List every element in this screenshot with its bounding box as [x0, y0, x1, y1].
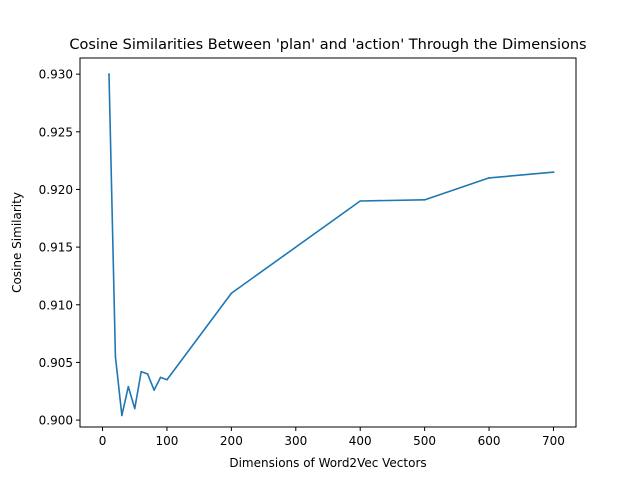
- data-point: [159, 376, 162, 379]
- data-point: [114, 355, 117, 358]
- x-axis-label: Dimensions of Word2Vec Vectors: [229, 456, 426, 470]
- data-point: [423, 199, 426, 201]
- data-point: [166, 378, 168, 381]
- data-point: [108, 73, 110, 75]
- y-tick-label: 0.905: [39, 356, 73, 370]
- y-axis-ticks: 0.900 0.905 0.910 0.915 0.920 0.925 0.930: [39, 68, 80, 428]
- y-tick-label: 0.925: [39, 125, 73, 139]
- plot-area: [108, 73, 555, 417]
- chart-title: Cosine Similarities Between 'plan' and '…: [69, 37, 586, 53]
- data-point: [488, 177, 490, 179]
- x-tick-label: 100: [156, 434, 179, 448]
- x-tick-label: 600: [478, 434, 501, 448]
- x-tick-label: 700: [542, 434, 565, 448]
- x-tick-label: 300: [284, 434, 307, 448]
- series-line: [108, 73, 555, 417]
- data-point: [146, 373, 149, 375]
- data-point: [140, 370, 142, 373]
- x-tick-label: 400: [349, 434, 372, 448]
- data-point: [359, 200, 362, 202]
- y-axis-label: Cosine Similarity: [10, 192, 24, 293]
- y-tick-label: 0.915: [39, 241, 73, 255]
- data-point: [121, 414, 123, 417]
- x-tick-label: 0: [99, 434, 107, 448]
- data-point: [552, 171, 555, 173]
- data-point: [127, 385, 130, 388]
- y-tick-label: 0.920: [39, 183, 73, 197]
- x-tick-label: 500: [413, 434, 436, 448]
- y-tick-label: 0.900: [39, 414, 73, 428]
- y-tick-label: 0.910: [39, 298, 73, 312]
- data-point: [133, 407, 136, 410]
- data-point: [153, 389, 155, 391]
- y-tick-label: 0.930: [39, 68, 73, 82]
- plot-frame: [79, 57, 577, 428]
- x-axis-ticks: 0 100 200 300 400 500 600 700: [99, 427, 565, 448]
- x-tick-label: 200: [220, 434, 243, 448]
- data-point: [230, 292, 233, 295]
